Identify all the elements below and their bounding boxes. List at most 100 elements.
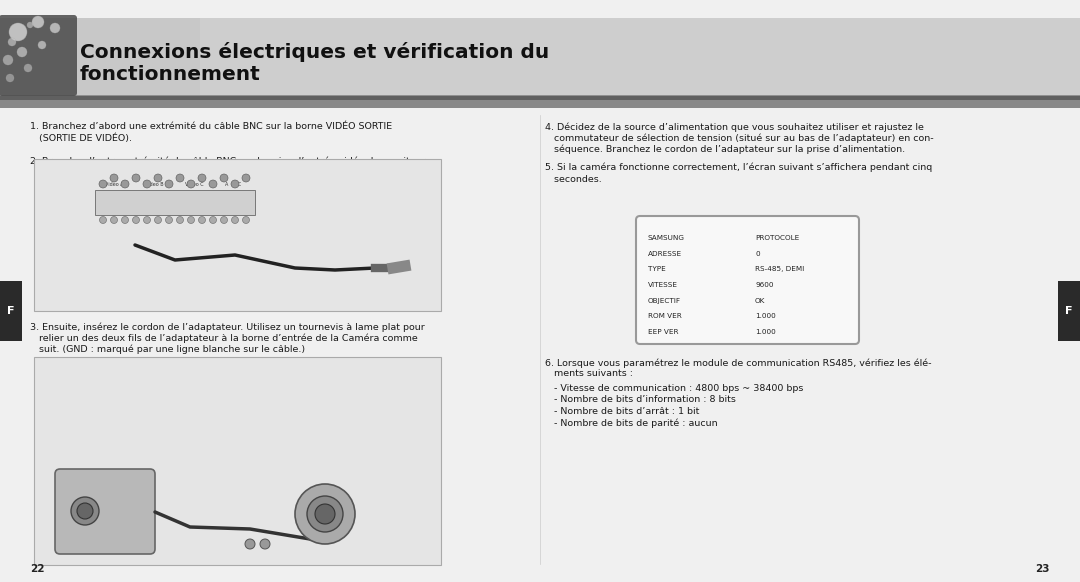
Text: 0: 0 — [755, 251, 759, 257]
Polygon shape — [0, 95, 1080, 96]
Circle shape — [176, 174, 184, 182]
Circle shape — [99, 217, 107, 223]
Text: Video B: Video B — [145, 182, 164, 187]
Text: F: F — [8, 306, 15, 316]
Circle shape — [38, 41, 46, 49]
Circle shape — [187, 180, 195, 188]
Circle shape — [8, 38, 16, 46]
Polygon shape — [0, 281, 22, 341]
Text: relier un des deux fils de l’adaptateur à la borne d’entrée de la Caméra comme: relier un des deux fils de l’adaptateur … — [30, 333, 418, 343]
Circle shape — [27, 22, 33, 28]
Text: PROTOCOLE: PROTOCOLE — [755, 235, 799, 241]
Polygon shape — [0, 18, 1080, 95]
Circle shape — [6, 74, 14, 82]
Text: Video A: Video A — [105, 182, 123, 187]
Circle shape — [154, 174, 162, 182]
Text: commutateur de sélection de tension (situé sur au bas de l’adaptateur) en con-: commutateur de sélection de tension (sit… — [545, 133, 933, 143]
Text: 4. Décidez de la source d’alimentation que vous souhaitez utiliser et rajustez l: 4. Décidez de la source d’alimentation q… — [545, 122, 923, 132]
Circle shape — [260, 539, 270, 549]
Text: OK: OK — [755, 298, 766, 304]
Circle shape — [121, 180, 129, 188]
Polygon shape — [200, 18, 1080, 95]
Polygon shape — [0, 0, 1080, 100]
Circle shape — [143, 180, 151, 188]
Circle shape — [110, 217, 118, 223]
Circle shape — [199, 217, 205, 223]
Circle shape — [24, 64, 32, 72]
Text: Connexions électriques et vérification du: Connexions électriques et vérification d… — [80, 42, 550, 62]
Circle shape — [32, 16, 44, 28]
Circle shape — [133, 217, 139, 223]
FancyBboxPatch shape — [33, 159, 441, 311]
Text: 22: 22 — [30, 564, 44, 574]
FancyBboxPatch shape — [636, 216, 859, 344]
FancyBboxPatch shape — [95, 190, 255, 215]
Circle shape — [307, 496, 343, 532]
Circle shape — [3, 55, 13, 65]
Circle shape — [110, 174, 118, 182]
Text: - Nombre de bits de parité : aucun: - Nombre de bits de parité : aucun — [545, 418, 717, 428]
Text: secondes.: secondes. — [545, 175, 602, 183]
Text: séquence. Branchez le cordon de l’adaptateur sur la prise d’alimentation.: séquence. Branchez le cordon de l’adapta… — [545, 145, 905, 154]
Circle shape — [198, 174, 206, 182]
FancyBboxPatch shape — [33, 357, 441, 565]
Text: 2. Branchez l’autre extrémité du câble BNC sur la prise d’entrée vidéo du monite: 2. Branchez l’autre extrémité du câble B… — [30, 157, 428, 166]
Text: ments suivants :: ments suivants : — [545, 370, 633, 378]
FancyBboxPatch shape — [55, 469, 156, 554]
Text: 1.000: 1.000 — [755, 314, 775, 320]
Polygon shape — [0, 0, 1080, 18]
Text: - Vitesse de communication : 4800 bps ~ 38400 bps: - Vitesse de communication : 4800 bps ~ … — [545, 384, 804, 393]
Text: - Nombre de bits d’information : 8 bits: - Nombre de bits d’information : 8 bits — [545, 396, 735, 404]
Circle shape — [231, 180, 239, 188]
Text: 5. Si la caméra fonctionne correctement, l’écran suivant s’affichera pendant cin: 5. Si la caméra fonctionne correctement,… — [545, 163, 932, 172]
Text: fonctionnement: fonctionnement — [80, 65, 260, 83]
Text: 1. Branchez d’abord une extrémité du câble BNC sur la borne VIDÉO SORTIE
   (SOR: 1. Branchez d’abord une extrémité du câb… — [30, 122, 392, 144]
Circle shape — [315, 504, 335, 524]
Circle shape — [245, 539, 255, 549]
Polygon shape — [0, 0, 1080, 4]
Circle shape — [165, 217, 173, 223]
Circle shape — [220, 174, 228, 182]
Text: TYPE: TYPE — [648, 267, 665, 272]
Circle shape — [242, 174, 249, 182]
Text: OBJECTIF: OBJECTIF — [648, 298, 681, 304]
Circle shape — [210, 217, 216, 223]
Circle shape — [71, 497, 99, 525]
Text: ROM VER: ROM VER — [648, 314, 681, 320]
Text: 6. Lorsque vous paramétrez le module de communication RS485, vérifiez les élé-: 6. Lorsque vous paramétrez le module de … — [545, 358, 931, 367]
Text: Video C: Video C — [185, 182, 204, 187]
Text: EEP VER: EEP VER — [648, 329, 678, 335]
Text: 1.000: 1.000 — [755, 329, 775, 335]
FancyBboxPatch shape — [0, 15, 77, 96]
Circle shape — [121, 217, 129, 223]
Circle shape — [154, 217, 162, 223]
Circle shape — [231, 217, 239, 223]
Text: - Nombre de bits d’arrât : 1 bit: - Nombre de bits d’arrât : 1 bit — [545, 407, 700, 416]
Circle shape — [188, 217, 194, 223]
Circle shape — [17, 47, 27, 57]
Circle shape — [132, 174, 140, 182]
Text: 23: 23 — [1036, 564, 1050, 574]
Circle shape — [295, 484, 355, 544]
Text: 9600: 9600 — [755, 282, 773, 288]
Polygon shape — [1058, 281, 1080, 341]
Circle shape — [176, 217, 184, 223]
Text: A  B  C: A B C — [225, 182, 241, 187]
Text: ADRESSE: ADRESSE — [648, 251, 683, 257]
Polygon shape — [0, 96, 1080, 100]
Circle shape — [99, 180, 107, 188]
Circle shape — [210, 180, 217, 188]
Text: 3. Ensuite, insérez le cordon de l’adaptateur. Utilisez un tournevis à lame plat: 3. Ensuite, insérez le cordon de l’adapt… — [30, 322, 424, 332]
Text: SAMSUNG: SAMSUNG — [648, 235, 685, 241]
Circle shape — [50, 23, 60, 33]
Text: RS-485, DEMI: RS-485, DEMI — [755, 267, 805, 272]
Circle shape — [144, 217, 150, 223]
Circle shape — [243, 217, 249, 223]
Polygon shape — [0, 100, 1080, 108]
Text: F: F — [1065, 306, 1072, 316]
Circle shape — [165, 180, 173, 188]
Text: VITESSE: VITESSE — [648, 282, 678, 288]
Circle shape — [9, 23, 27, 41]
Circle shape — [77, 503, 93, 519]
Text: suit. (GND : marqué par une ligne blanche sur le câble.): suit. (GND : marqué par une ligne blanch… — [30, 345, 306, 354]
